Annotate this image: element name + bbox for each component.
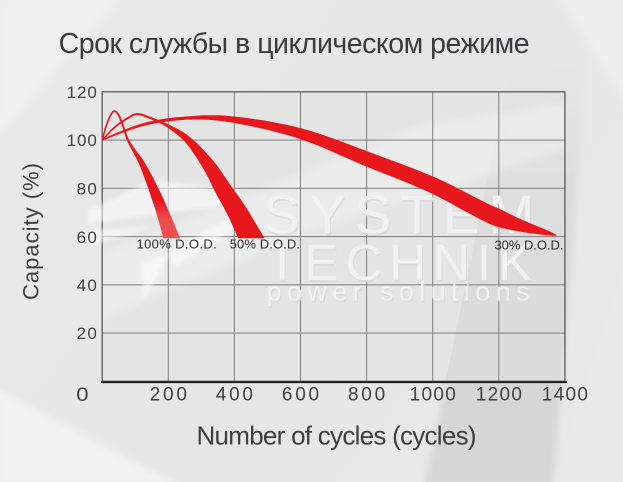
svg-text:800: 800 xyxy=(348,385,385,406)
svg-text:50% D.O.D.: 50% D.O.D. xyxy=(230,236,300,251)
svg-text:power solutions: power solutions xyxy=(267,277,530,307)
svg-text:60: 60 xyxy=(77,228,97,247)
svg-text:600: 600 xyxy=(282,385,319,406)
svg-text:20: 20 xyxy=(77,324,97,343)
svg-text:TECHNIK: TECHNIK xyxy=(267,234,532,291)
svg-text:Number of cycles (cycles): Number of cycles (cycles) xyxy=(197,420,477,450)
svg-text:1200: 1200 xyxy=(476,385,522,406)
svg-text:80: 80 xyxy=(77,180,97,199)
svg-text:100: 100 xyxy=(67,131,97,150)
svg-text:power solutions: power solutions xyxy=(268,279,531,309)
svg-text:1400: 1400 xyxy=(542,385,588,406)
svg-text:40: 40 xyxy=(77,276,97,295)
svg-text:Срок службы в циклическом режи: Срок службы в циклическом режиме xyxy=(59,28,530,60)
svg-text:30% D.O.D.: 30% D.O.D. xyxy=(495,237,564,252)
svg-text:1000: 1000 xyxy=(410,385,456,406)
svg-text:120: 120 xyxy=(67,83,97,102)
svg-text:200: 200 xyxy=(150,385,187,406)
svg-text:400: 400 xyxy=(216,385,253,406)
svg-text:0: 0 xyxy=(76,385,88,406)
svg-text:100% D.O.D.: 100% D.O.D. xyxy=(137,236,217,251)
svg-text:TECHNIK: TECHNIK xyxy=(268,236,533,293)
svg-text:Capacity (%): Capacity (%) xyxy=(19,163,44,300)
